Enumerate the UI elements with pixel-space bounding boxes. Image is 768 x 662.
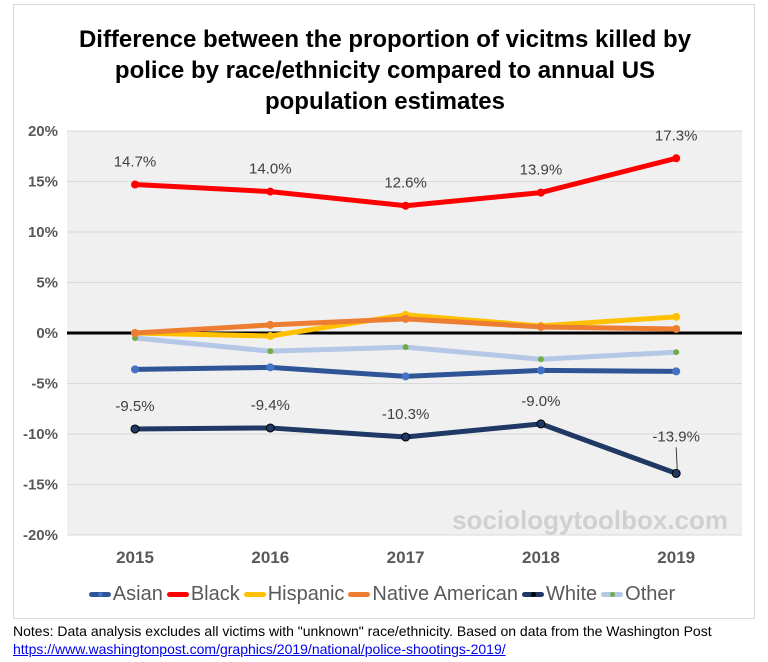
data-label: 17.3%: [655, 127, 698, 144]
legend-label: White: [546, 583, 598, 605]
y-tick-label: 0%: [36, 325, 58, 342]
data-point: [266, 363, 275, 372]
x-tick-label: 2019: [657, 548, 695, 567]
data-label: 14.7%: [114, 154, 157, 171]
data-point: [266, 332, 275, 341]
legend-item: Asian: [88, 583, 163, 606]
legend-label: Other: [625, 583, 676, 605]
y-tick-label: 15%: [28, 174, 58, 191]
data-point: [673, 349, 680, 356]
data-point: [672, 367, 681, 376]
legend-label: Native American: [372, 583, 519, 605]
legend-item: White: [522, 583, 597, 606]
data-point: [266, 187, 275, 196]
leader-line: [675, 447, 678, 470]
legend-label: Black: [190, 583, 240, 605]
data-point: [402, 344, 409, 351]
data-point: [672, 312, 681, 321]
data-label: -9.0%: [521, 393, 560, 410]
legend-item: Black: [166, 583, 240, 606]
legend-swatch: [348, 592, 371, 597]
data-label: -9.5%: [115, 398, 154, 415]
legend-label: Asian: [112, 583, 163, 605]
data-point: [131, 329, 139, 337]
data-point: [401, 432, 411, 442]
data-point: [131, 365, 139, 374]
legend-swatch: [601, 592, 624, 597]
y-tick-label: 10%: [28, 224, 58, 241]
data-label: -13.9%: [652, 428, 700, 445]
data-point: [267, 348, 274, 355]
legend-swatch: [243, 592, 266, 597]
data-point: [265, 423, 275, 433]
x-tick-label: 2015: [116, 548, 154, 567]
legend-swatch: [522, 592, 545, 597]
x-tick-label: 2018: [522, 548, 560, 567]
legend-item: Other: [601, 583, 675, 606]
data-label: 14.0%: [249, 161, 292, 178]
data-point: [130, 424, 140, 434]
notes: Notes: Data analysis excludes all victim…: [13, 622, 768, 658]
data-point: [131, 180, 139, 189]
data-label: -10.3%: [382, 406, 430, 423]
data-point: [401, 201, 410, 210]
data-point: [672, 324, 681, 333]
data-point: [671, 468, 681, 478]
data-label: -9.4%: [251, 397, 290, 414]
y-tick-label: -15%: [23, 477, 58, 494]
y-tick-label: -5%: [31, 376, 58, 393]
notes-text: Notes: Data analysis excludes all victim…: [13, 623, 712, 639]
data-point: [536, 322, 545, 331]
data-point: [672, 154, 681, 163]
data-point: [401, 314, 410, 323]
data-label: 12.6%: [384, 175, 427, 192]
source-link[interactable]: https://www.washingtonpost.com/graphics/…: [13, 641, 506, 657]
legend-item: Native American: [348, 583, 518, 606]
legend-swatch: [88, 592, 111, 597]
legend-label: Hispanic: [267, 583, 345, 605]
y-tick-label: -20%: [23, 527, 58, 544]
legend-swatch: [166, 592, 189, 597]
data-point: [536, 419, 546, 429]
data-point: [537, 356, 544, 363]
x-tick-label: 2017: [387, 548, 425, 567]
chart-frame: [13, 4, 755, 619]
y-tick-label: 20%: [28, 123, 58, 140]
data-point: [266, 320, 275, 329]
data-point: [536, 188, 545, 197]
chart-title: Difference between the proportion of vic…: [78, 26, 692, 115]
x-tick-label: 2016: [251, 548, 289, 567]
y-tick-label: 5%: [36, 275, 58, 292]
legend-item: Hispanic: [243, 583, 345, 606]
legend: Asian Black Hispanic Native American White Ot…: [0, 580, 768, 606]
data-label: 13.9%: [520, 162, 563, 179]
data-point: [401, 372, 410, 381]
watermark: sociologytoolbox.com: [452, 505, 728, 535]
y-tick-label: -10%: [23, 426, 58, 443]
data-point: [536, 366, 545, 375]
